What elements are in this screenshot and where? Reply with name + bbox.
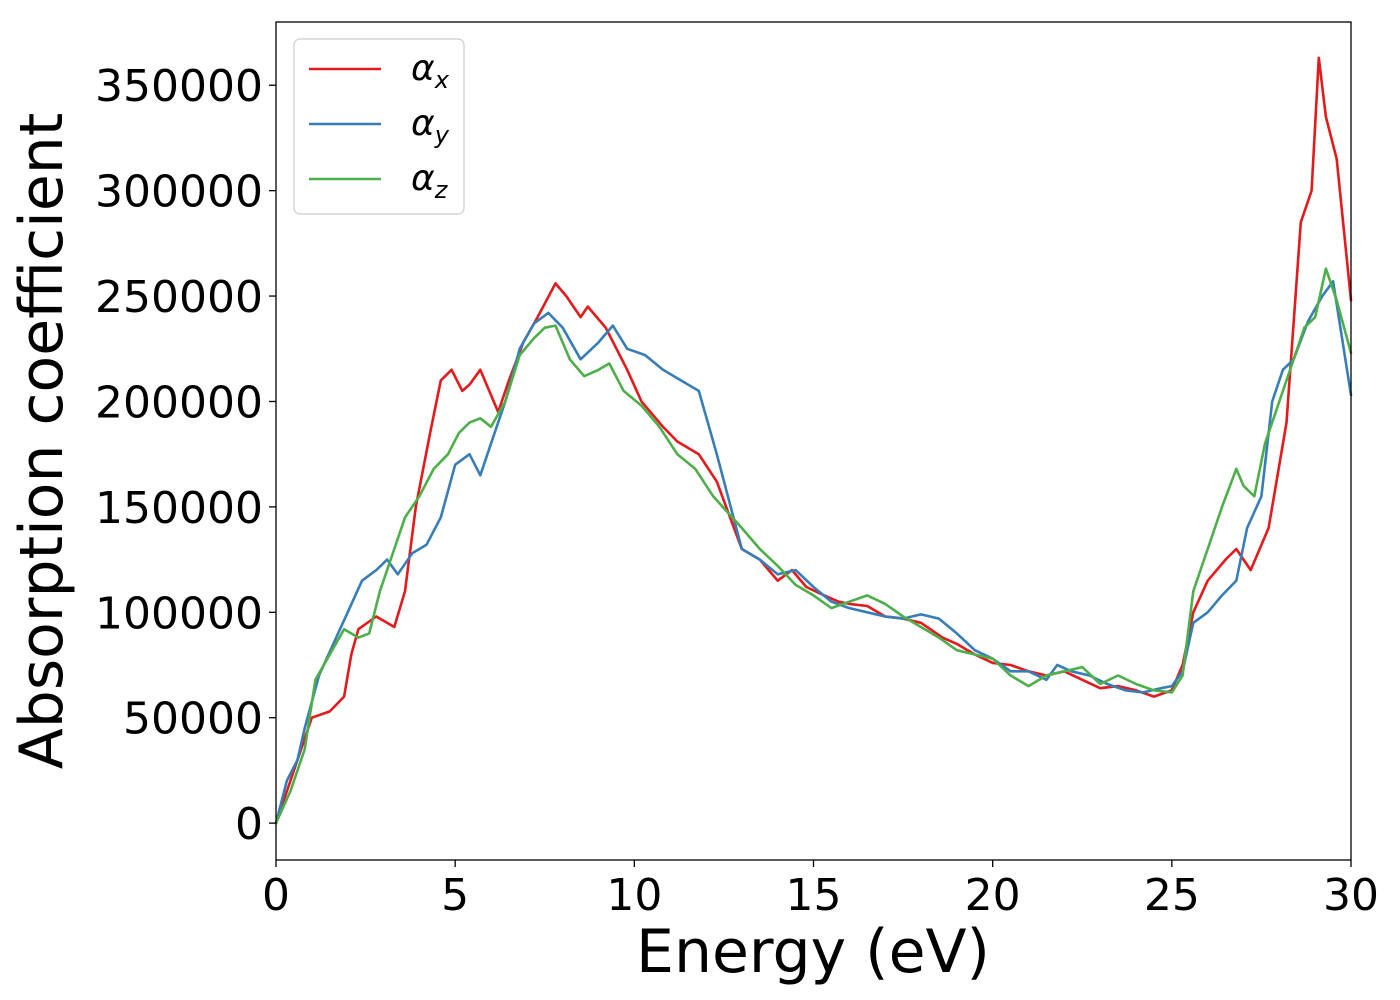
x-tick-label: 20 bbox=[965, 870, 1021, 921]
legend-label-z: αz bbox=[411, 158, 449, 204]
y-axis: 0 50000 100000 150000 200000 250000 300000 3500… bbox=[95, 61, 276, 850]
series-layer bbox=[274, 56, 1353, 825]
x-tick-label: 5 bbox=[441, 870, 469, 921]
y-axis-label: Absorption coefficient bbox=[7, 113, 77, 770]
y-tick-label: 0 bbox=[235, 799, 263, 850]
x-tick-label: 25 bbox=[1144, 870, 1200, 921]
y-tick-label: 150000 bbox=[95, 483, 263, 534]
x-axis-label: Energy (eV) bbox=[636, 917, 990, 987]
series-line-y bbox=[274, 280, 1353, 825]
x-tick-label: 0 bbox=[262, 870, 290, 921]
x-tick-label: 30 bbox=[1323, 870, 1379, 921]
legend-box bbox=[293, 38, 465, 215]
x-axis: 0 5 10 15 20 25 30 bbox=[262, 860, 1379, 921]
y-tick-label: 350000 bbox=[95, 61, 263, 112]
y-tick-label: 300000 bbox=[95, 167, 263, 218]
y-tick-label: 50000 bbox=[123, 694, 263, 745]
y-tick-label: 250000 bbox=[95, 272, 263, 323]
series-line-z bbox=[274, 267, 1353, 825]
x-tick-label: 15 bbox=[786, 870, 842, 921]
y-tick-label: 100000 bbox=[95, 588, 263, 639]
y-tick-label: 200000 bbox=[95, 377, 263, 428]
x-tick-label: 10 bbox=[606, 870, 662, 921]
